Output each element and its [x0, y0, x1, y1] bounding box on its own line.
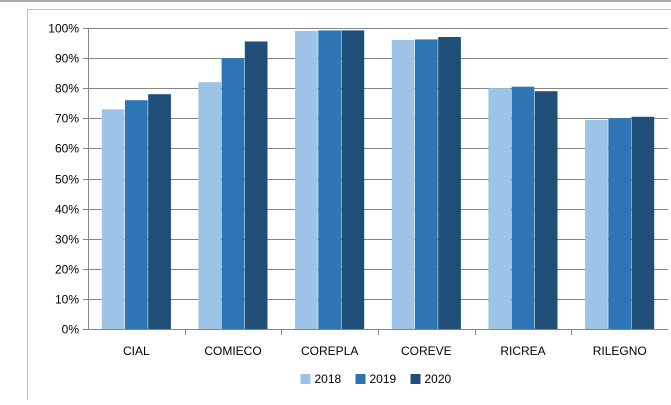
bar-comieco-2018: [198, 82, 221, 329]
x-tick-label: RILEGNO: [593, 344, 647, 358]
legend-label: 2020: [425, 372, 452, 386]
x-tick-label: COREPLA: [301, 344, 358, 358]
bar-corepla-2018: [295, 31, 318, 329]
gridlines: [88, 29, 668, 330]
bar-cial-2018: [102, 109, 125, 329]
y-tick-label: 0%: [62, 323, 80, 337]
bar-cial-2019: [125, 100, 148, 329]
bar-ricrea-2019: [512, 87, 535, 329]
legend-item-2020: 2020: [411, 372, 452, 386]
bar-ricrea-2018: [488, 88, 511, 329]
x-tick-label: COMIECO: [204, 344, 261, 358]
x-axis: CIAL COMIECO COREPLA COREVE RICREA RILEGNO: [88, 329, 668, 358]
x-tick-label: CIAL: [123, 344, 150, 358]
bar-ricrea-2020: [535, 91, 558, 329]
y-tick-label: 80%: [55, 82, 79, 96]
legend-item-2019: 2019: [356, 372, 397, 386]
bar-rilegno-2018: [585, 120, 608, 329]
bar-coreve-2018: [392, 40, 415, 329]
bar-cial-2020: [148, 94, 171, 329]
bar-comieco-2020: [245, 42, 268, 330]
y-tick-label: 50%: [55, 173, 79, 187]
legend-swatch: [411, 374, 421, 384]
y-tick-label: 70%: [55, 112, 79, 126]
bar-coreve-2020: [438, 37, 461, 329]
bar-corepla-2019: [318, 30, 341, 329]
x-tick-label: RICREA: [500, 344, 545, 358]
bar-corepla-2020: [342, 30, 365, 329]
bar-rilegno-2019: [608, 118, 631, 329]
y-axis: 0% 10% 20% 30% 40% 50% 60% 70% 80% 90% 100%: [48, 22, 88, 337]
y-tick-label: 20%: [55, 263, 79, 277]
legend-label: 2018: [315, 372, 342, 386]
bar-rilegno-2020: [632, 117, 655, 329]
y-tick-label: 10%: [55, 293, 79, 307]
y-tick-label: 60%: [55, 142, 79, 156]
legend-item-2018: 2018: [301, 372, 342, 386]
y-tick-label: 30%: [55, 233, 79, 247]
bar-coreve-2019: [415, 39, 438, 329]
legend-swatch: [301, 374, 311, 384]
y-tick-label: 100%: [48, 22, 79, 36]
legend: 2018 2019 2020: [301, 372, 452, 386]
y-tick-label: 90%: [55, 52, 79, 66]
bar-comieco-2019: [222, 58, 245, 329]
legend-label: 2019: [370, 372, 397, 386]
x-tick-label: COREVE: [401, 344, 452, 358]
legend-swatch: [356, 374, 366, 384]
y-tick-label: 40%: [55, 203, 79, 217]
